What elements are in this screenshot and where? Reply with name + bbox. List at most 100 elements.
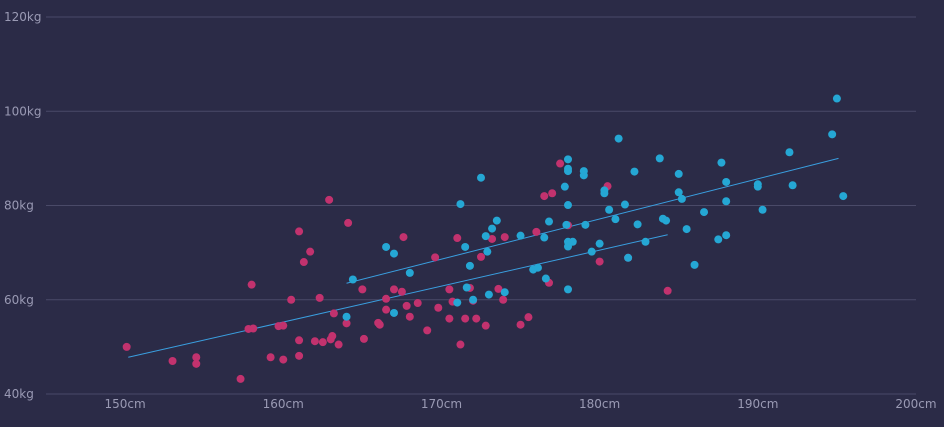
scatter-point xyxy=(405,312,414,321)
scatter-point xyxy=(390,285,398,294)
scatter-point xyxy=(785,148,794,157)
scatter-point xyxy=(533,263,542,272)
scatter-point xyxy=(492,216,501,225)
scatter-point xyxy=(516,231,525,240)
scatter-point xyxy=(753,182,762,191)
scatter-point xyxy=(306,247,315,256)
scatter-point xyxy=(192,359,201,368)
scatter-point xyxy=(568,237,577,246)
scatter-point xyxy=(722,177,731,186)
x-tick-label: 170cm xyxy=(421,397,462,411)
scatter-point xyxy=(564,201,572,210)
scatter-point xyxy=(663,286,672,295)
scatter-point xyxy=(677,194,686,203)
scatter-point xyxy=(462,283,471,292)
scatter-point xyxy=(342,312,351,321)
scatter-point xyxy=(564,167,572,176)
y-tick-label: 60kg xyxy=(4,293,34,307)
scatter-point xyxy=(295,351,304,360)
scatter-point xyxy=(828,130,837,139)
scatter-point xyxy=(192,353,201,362)
scatter-point xyxy=(595,239,604,248)
scatter-point xyxy=(168,357,177,366)
data-points xyxy=(122,94,848,383)
y-tick-label: 40kg xyxy=(4,387,34,401)
scatter-point xyxy=(548,189,557,198)
scatter-point xyxy=(605,205,614,214)
scatter-point xyxy=(299,258,308,267)
scatter-point xyxy=(359,334,368,343)
scatter-point xyxy=(620,200,629,209)
y-tick-label: 120kg xyxy=(4,10,41,24)
scatter-point xyxy=(445,314,454,323)
scatter-point xyxy=(465,261,474,270)
scatter-point xyxy=(382,242,391,251)
scatter-point xyxy=(122,342,131,351)
scatter-point xyxy=(295,227,304,236)
scatter-point xyxy=(397,287,406,296)
y-tick-label: 80kg xyxy=(4,199,34,213)
scatter-point xyxy=(674,188,683,197)
scatter-point xyxy=(287,295,296,304)
scatter-point xyxy=(315,293,324,302)
scatter-point xyxy=(581,220,590,229)
scatter-point xyxy=(722,197,731,206)
scatter-point xyxy=(477,252,485,261)
scatter-point xyxy=(413,299,422,308)
scatter-point xyxy=(488,224,497,233)
scatter-point xyxy=(541,274,550,283)
scatter-point xyxy=(334,340,343,349)
scatter-point xyxy=(662,216,671,225)
scatter-point xyxy=(483,247,492,256)
trend-line xyxy=(128,234,668,358)
scatter-point xyxy=(358,285,367,294)
scatter-point xyxy=(453,234,462,243)
scatter-point xyxy=(516,320,525,329)
trend-line xyxy=(346,157,839,284)
scatter-point xyxy=(247,280,256,289)
scatter-point xyxy=(499,295,508,304)
scatter-point xyxy=(342,319,351,328)
scatter-point xyxy=(564,155,572,164)
grid-lines xyxy=(46,16,916,395)
scatter-point xyxy=(630,167,639,176)
scatter-point xyxy=(488,234,497,243)
scatter-point xyxy=(279,355,288,364)
scatter-point xyxy=(540,233,549,242)
scatter-point xyxy=(348,275,357,284)
scatter-point xyxy=(456,200,465,209)
scatter-point xyxy=(295,336,304,345)
scatter-point xyxy=(477,173,485,182)
scatter-point xyxy=(587,247,596,256)
scatter-point xyxy=(469,295,478,304)
scatter-point xyxy=(788,181,797,190)
scatter-point xyxy=(600,189,609,198)
x-tick-label: 180cm xyxy=(579,397,620,411)
scatter-point xyxy=(611,215,620,224)
scatter-point xyxy=(545,217,554,226)
scatter-point xyxy=(375,320,384,329)
scatter-point xyxy=(560,182,569,191)
scatter-point xyxy=(328,332,337,341)
scatter-point xyxy=(382,305,391,314)
scatter-point xyxy=(624,253,633,262)
scatter-point xyxy=(595,257,604,266)
scatter-point xyxy=(445,285,454,294)
scatter-point xyxy=(641,237,650,246)
scatter-point xyxy=(456,340,465,349)
scatter-point xyxy=(329,309,338,318)
scatter-point xyxy=(758,205,767,214)
scatter-point xyxy=(344,218,353,227)
scatter-point xyxy=(402,301,411,310)
x-tick-label: 200cm xyxy=(895,397,936,411)
scatter-point xyxy=(484,290,493,299)
scatter-point xyxy=(540,192,549,201)
scatter-point xyxy=(266,353,275,362)
scatter-point xyxy=(434,303,443,312)
scatter-point xyxy=(481,321,490,330)
scatter-point xyxy=(633,220,642,229)
x-axis-tick-labels: 150cm 160cm 170cm 180cm 190cm 200cm xyxy=(104,397,936,411)
scatter-point xyxy=(564,285,572,294)
scatter-point xyxy=(674,169,683,178)
